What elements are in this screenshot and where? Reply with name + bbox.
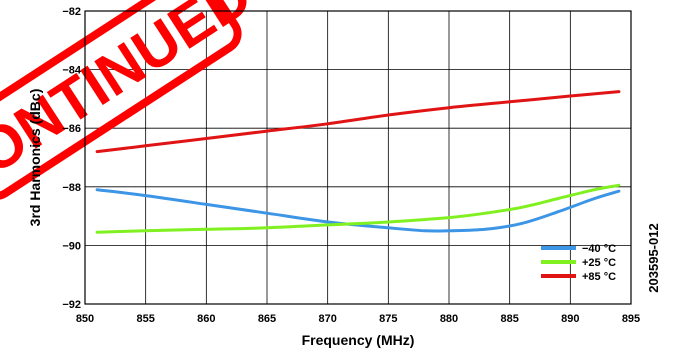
legend: −40 °C +25 °C +85 °C	[541, 243, 616, 283]
series-line-2	[95, 90, 621, 154]
x-tick-label: 855	[136, 313, 154, 325]
y-tick-label: −82	[62, 6, 81, 18]
y-tick-label: −86	[62, 123, 81, 135]
x-tick-labels: 850 855 860 865 870 875 880 885 890 895	[76, 313, 640, 325]
x-tick-label: 865	[258, 313, 276, 325]
series-line-1	[95, 183, 621, 234]
y-tick-label: −92	[62, 299, 81, 311]
x-tick-label: 870	[318, 313, 336, 325]
legend-label: +25 °C	[582, 257, 616, 269]
y-tick-label: −90	[62, 240, 81, 252]
x-tick-label: 880	[440, 313, 458, 325]
x-tick-label: 895	[622, 313, 640, 325]
y-tick-label: −84	[62, 65, 82, 77]
series-line-0	[95, 188, 621, 233]
y-tick-label: −88	[62, 182, 81, 194]
x-tick-label: 860	[197, 313, 215, 325]
legend-label: +85 °C	[582, 271, 616, 283]
figure-id: 203595-012	[646, 223, 661, 292]
x-tick-label: 890	[561, 313, 579, 325]
y-axis-title: 3rd Harmonics (dBc)	[27, 89, 43, 227]
stamp-border	[0, 0, 242, 200]
y-tick-labels: −82 −84 −86 −88 −90 −92	[62, 6, 82, 311]
plot-area-frame	[84, 10, 632, 305]
series-lines	[95, 90, 621, 234]
x-tick-label: 850	[76, 313, 94, 325]
x-tick-label: 875	[379, 313, 397, 325]
x-axis-title: Frequency (MHz)	[302, 332, 415, 348]
legend-label: −40 °C	[582, 243, 616, 255]
x-tick-label: 885	[500, 313, 518, 325]
